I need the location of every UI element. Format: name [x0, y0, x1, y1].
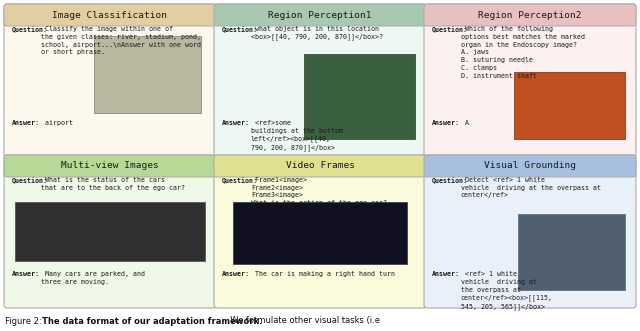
Text: Frame1<image>
Frame2<image>
Frame3<image>
What is the action of the ego car?: Frame1<image> Frame2<image> Frame3<image…: [251, 177, 387, 206]
Text: The data format of our adaptation framework.: The data format of our adaptation framew…: [42, 316, 262, 325]
FancyBboxPatch shape: [424, 155, 636, 177]
Text: Figure 2:: Figure 2:: [5, 316, 44, 325]
Text: Answer:: Answer:: [432, 120, 460, 126]
FancyBboxPatch shape: [234, 202, 406, 264]
FancyBboxPatch shape: [513, 72, 625, 139]
Text: Answer:: Answer:: [432, 271, 460, 277]
Text: Question:: Question:: [12, 177, 48, 184]
Text: Question:: Question:: [432, 177, 468, 184]
Text: A: A: [461, 120, 468, 126]
FancyBboxPatch shape: [15, 202, 205, 261]
FancyBboxPatch shape: [214, 155, 426, 308]
Text: Visual Grounding: Visual Grounding: [484, 162, 576, 170]
FancyBboxPatch shape: [424, 4, 636, 157]
Text: Image Classification: Image Classification: [52, 11, 168, 20]
FancyBboxPatch shape: [424, 4, 636, 26]
Text: What is the status of the cars
that are to the back of the ego car?: What is the status of the cars that are …: [41, 177, 185, 191]
Text: Region Perception1: Region Perception1: [268, 11, 372, 20]
Text: Detect <ref> 1 white
vehicle  driving at the overpass at
center</ref>: Detect <ref> 1 white vehicle driving at …: [461, 177, 601, 199]
FancyBboxPatch shape: [4, 4, 216, 26]
FancyBboxPatch shape: [214, 4, 426, 157]
Text: Answer:: Answer:: [12, 120, 40, 126]
Text: <ref> 1 white
vehicle  driving at
the overpass at
center</ref><box>[[115,
545, 2: <ref> 1 white vehicle driving at the ove…: [461, 271, 553, 310]
Text: Answer:: Answer:: [222, 120, 250, 126]
FancyBboxPatch shape: [303, 54, 415, 139]
Text: Answer:: Answer:: [222, 271, 250, 277]
FancyBboxPatch shape: [93, 36, 201, 113]
FancyBboxPatch shape: [518, 214, 625, 290]
FancyBboxPatch shape: [214, 4, 426, 26]
Text: what object is in this location
<box>[[40, 790, 200, 870]]</box>?: what object is in this location <box>[[4…: [251, 26, 383, 40]
Text: Region Perception2: Region Perception2: [478, 11, 582, 20]
FancyBboxPatch shape: [214, 155, 426, 177]
FancyBboxPatch shape: [4, 155, 216, 177]
Text: <ref>some
buildings at the bottom
left</ref><box>[[40,
790, 200, 870]]</box>: <ref>some buildings at the bottom left</…: [251, 120, 343, 151]
Text: The car is making a right hand turn: The car is making a right hand turn: [251, 271, 395, 277]
Text: Classify the image within one of
the given classes: river, stadium, pond,
school: Classify the image within one of the giv…: [41, 26, 201, 55]
Text: We formulate other visual tasks (i.e: We formulate other visual tasks (i.e: [225, 316, 380, 325]
Text: airport: airport: [41, 120, 73, 126]
Text: Answer:: Answer:: [12, 271, 40, 277]
FancyBboxPatch shape: [4, 4, 216, 157]
Text: Multi-view Images: Multi-view Images: [61, 162, 159, 170]
FancyBboxPatch shape: [424, 155, 636, 308]
Text: Question:: Question:: [222, 177, 258, 184]
Text: Question:: Question:: [432, 26, 468, 33]
FancyBboxPatch shape: [4, 155, 216, 308]
Text: Question:: Question:: [222, 26, 258, 33]
Text: Many cars are parked, and
three are moving.: Many cars are parked, and three are movi…: [41, 271, 145, 285]
Text: Question:: Question:: [12, 26, 48, 33]
Text: Which of the following
options best matches the marked
organ in the Endoscopy im: Which of the following options best matc…: [461, 26, 585, 78]
Text: Video Frames: Video Frames: [285, 162, 355, 170]
